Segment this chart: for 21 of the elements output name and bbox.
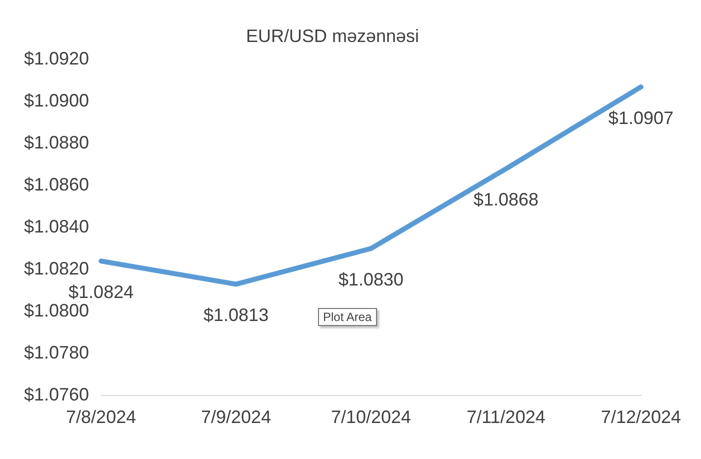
x-tick-label: 7/8/2024	[66, 407, 136, 428]
annotation: Plot Area	[318, 308, 377, 326]
y-tick-label: $1.0780	[24, 342, 90, 362]
data-label: $1.0824	[68, 282, 134, 302]
x-tick-label: 7/9/2024	[201, 407, 272, 428]
chart-title: EUR/USD məzənnəsi	[246, 26, 420, 46]
data-label: $1.0813	[204, 305, 269, 326]
y-tick-label: $1.0820	[24, 258, 90, 278]
y-tick-label: $1.0800	[24, 300, 90, 320]
y-tick-label: $1.0900	[24, 90, 90, 111]
y-tick-label: $1.0880	[24, 132, 90, 153]
data-label: $1.0907	[608, 108, 674, 128]
y-tick-label: $1.0760	[24, 384, 90, 404]
y-tick-label: $1.0840	[24, 216, 90, 236]
x-tick-label: 7/11/2024	[466, 407, 546, 428]
data-label: $1.0830	[338, 269, 404, 290]
data-label: $1.0868	[473, 190, 539, 210]
y-tick-label: $1.0860	[24, 174, 90, 194]
y-tick-label: $1.0920	[24, 48, 90, 69]
x-tick-label: 7/10/2024	[330, 407, 412, 428]
x-tick-label: 7/12/2024	[600, 407, 681, 428]
